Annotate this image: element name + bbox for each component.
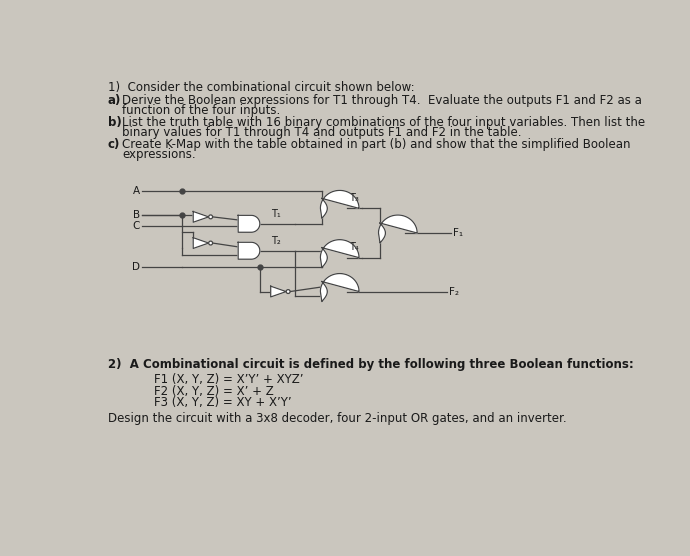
Text: D: D [132,262,139,272]
Text: Design the circuit with a 3x8 decoder, four 2-input OR gates, and an inverter.: Design the circuit with a 3x8 decoder, f… [108,411,566,425]
Polygon shape [379,215,417,243]
Text: F2 (X, Y, Z) = X’ + Z: F2 (X, Y, Z) = X’ + Z [155,385,274,398]
Text: List the truth table with 16 binary combinations of the four input variables. Th: List the truth table with 16 binary comb… [122,116,645,129]
Text: F₁: F₁ [453,228,463,238]
Text: binary values for T1 through T4 and outputs F1 and F2 in the table.: binary values for T1 through T4 and outp… [122,126,522,139]
Circle shape [286,290,290,294]
Text: T₄: T₄ [349,242,359,252]
Text: F3 (X, Y, Z) = XY + X’Y’: F3 (X, Y, Z) = XY + X’Y’ [155,396,292,409]
Text: F1 (X, Y, Z) = X’Y’ + XYZ’: F1 (X, Y, Z) = X’Y’ + XYZ’ [155,373,304,386]
Text: A: A [132,186,139,196]
Polygon shape [320,190,359,219]
Text: function of the four inputs.: function of the four inputs. [122,105,280,117]
Circle shape [208,215,213,219]
Text: c): c) [108,137,120,151]
Polygon shape [238,242,260,259]
Text: expressions.: expressions. [122,147,195,161]
Polygon shape [238,215,260,232]
Polygon shape [270,286,286,297]
Polygon shape [193,237,208,249]
Text: T₂: T₂ [271,236,282,246]
Text: T₁: T₁ [271,209,282,219]
Circle shape [208,241,213,245]
Text: 2)  A Combinational circuit is defined by the following three Boolean functions:: 2) A Combinational circuit is defined by… [108,358,633,371]
Text: T₃: T₃ [349,193,359,203]
Text: Create K-Map with the table obtained in part (b) and show that the simplified Bo: Create K-Map with the table obtained in … [122,137,631,151]
Text: C: C [132,221,139,231]
Text: B: B [132,210,139,220]
Text: b): b) [108,116,121,129]
Polygon shape [320,240,359,267]
Polygon shape [320,274,359,301]
Text: a): a) [108,95,121,107]
Polygon shape [193,211,208,222]
Text: Derive the Boolean expressions for T1 through T4.  Evaluate the outputs F1 and F: Derive the Boolean expressions for T1 th… [122,95,642,107]
Text: F₂: F₂ [449,286,459,296]
Text: 1)  Consider the combinational circuit shown below:: 1) Consider the combinational circuit sh… [108,81,415,93]
